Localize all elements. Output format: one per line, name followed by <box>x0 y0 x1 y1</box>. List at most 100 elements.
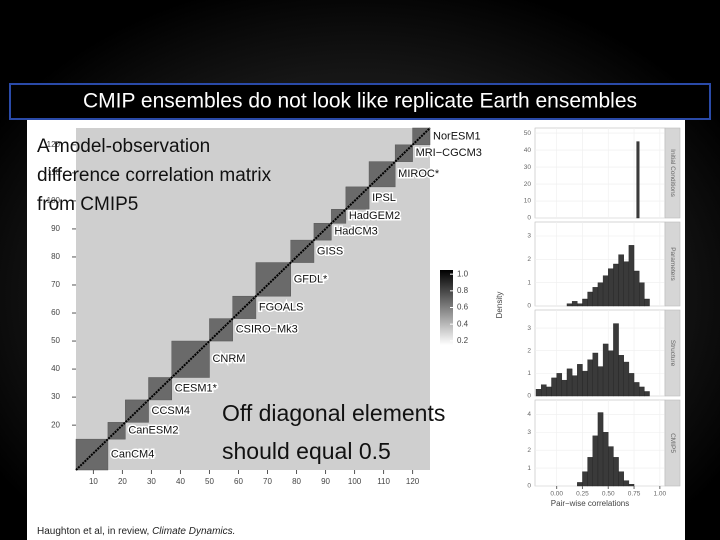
model-label: CanCM4 <box>111 448 154 460</box>
y-tick-label: 100 <box>47 196 61 205</box>
model-label: CCSM4 <box>152 405 191 417</box>
facet-label: Initial Conditions <box>669 149 676 197</box>
y-tick-label: 0 <box>527 215 531 222</box>
model-label: CESM1* <box>175 383 218 395</box>
histogram-bar <box>597 282 604 307</box>
y-tick-label: 4 <box>527 411 531 418</box>
histogram-bar <box>623 361 630 397</box>
histogram-bar <box>561 379 568 397</box>
y-tick-label: 20 <box>51 420 60 429</box>
histogram-bar <box>540 384 547 397</box>
model-block <box>107 422 126 440</box>
x-tick-label: 60 <box>234 477 243 486</box>
x-tick-label: 20 <box>118 477 127 486</box>
y-tick-label: 30 <box>524 164 532 171</box>
colorbar-label: 0.2 <box>457 336 469 345</box>
y-tick-label: 2 <box>527 447 531 454</box>
y-tick-label: 1 <box>527 370 531 377</box>
histogram-bar <box>608 268 614 307</box>
facet-panel <box>534 127 666 219</box>
histogram-bar <box>571 375 578 397</box>
model-label: CSIRO−Mk3 <box>236 324 298 336</box>
histogram-bar <box>571 301 578 307</box>
histogram-bar <box>633 270 640 307</box>
histogram-bar <box>566 303 573 307</box>
y-tick-label: 50 <box>524 130 532 137</box>
citation-journal: Climate Dynamics. <box>152 526 235 537</box>
histogram-bar <box>639 386 645 397</box>
y-tick-label: 3 <box>527 233 531 240</box>
model-label: GFDL* <box>294 273 328 285</box>
histogram-bar <box>577 364 583 397</box>
x-tick-label: 30 <box>147 477 156 486</box>
x-axis-title: Pair−wise correlations <box>551 499 629 508</box>
x-tick-label: 70 <box>263 477 272 486</box>
histogram-bar <box>618 471 624 487</box>
histogram-bar <box>618 254 624 307</box>
facet-label: Parameters <box>669 247 676 281</box>
histogram-bar <box>587 457 593 487</box>
model-label: IPSL <box>372 192 396 204</box>
citation: Haughton et al, in review, Climate Dynam… <box>37 526 235 537</box>
histogram-bar <box>592 352 599 397</box>
y-tick-label: 30 <box>51 392 60 401</box>
histogram-bar <box>577 482 583 487</box>
histogram-bar <box>644 298 650 307</box>
histogram-bar <box>639 282 645 307</box>
y-tick-label: 0 <box>527 393 531 400</box>
annotation: A model-observation <box>37 136 210 157</box>
histogram-bar <box>566 368 573 397</box>
y-tick-label: 0 <box>527 303 531 310</box>
y-tick-label: 40 <box>51 364 60 373</box>
histogram-bar <box>577 303 583 307</box>
colorbar-label: 1.0 <box>457 269 469 278</box>
model-label: NorESM1 <box>433 130 481 142</box>
y-tick-label: 1 <box>527 465 531 472</box>
y-tick-label: 40 <box>524 147 532 154</box>
histogram-bar <box>546 386 552 397</box>
y-tick-label: 3 <box>527 325 531 332</box>
y-tick-label: 90 <box>51 224 60 233</box>
y-tick-label: 120 <box>47 140 61 149</box>
y-tick-label: 1 <box>527 279 531 286</box>
y-tick-label: 50 <box>51 336 60 345</box>
model-label: CNRM <box>212 353 245 365</box>
x-tick-label: 50 <box>205 477 214 486</box>
y-tick-label: 3 <box>527 429 531 436</box>
x-tick-label: 0.00 <box>550 491 563 498</box>
model-label: HadGEM2 <box>349 210 400 222</box>
model-block <box>394 144 413 162</box>
facet-label: CMIP5 <box>669 433 676 453</box>
model-label: MIROC* <box>398 168 440 180</box>
citation-text: Haughton et al, in review, <box>37 526 152 537</box>
model-label: GISS <box>317 245 343 257</box>
histogram-bar <box>587 359 593 397</box>
y-tick-label: 10 <box>524 198 532 205</box>
histogram-bar <box>592 287 599 307</box>
facet-strip <box>664 127 681 219</box>
x-tick-label: 80 <box>292 477 301 486</box>
histogram-bar <box>608 446 614 487</box>
x-tick-label: 0.50 <box>602 491 615 498</box>
y-tick-label: 60 <box>51 308 60 317</box>
x-tick-label: 10 <box>89 477 98 486</box>
model-label: FGOALS <box>259 301 304 313</box>
y-tick-label: 0 <box>527 483 531 490</box>
histogram-bar <box>608 350 614 397</box>
histogram-bar <box>613 323 619 397</box>
histogram-bar <box>556 373 563 397</box>
histogram-bar <box>644 391 650 397</box>
histogram-bar <box>582 471 588 487</box>
histogram-bar <box>587 291 593 307</box>
model-label: CanESM2 <box>128 425 178 437</box>
histogram-bar <box>613 263 619 307</box>
histogram-bar <box>592 435 599 487</box>
x-tick-label: 0.75 <box>628 491 641 498</box>
slide-title: CMIP ensembles do not look like replicat… <box>83 90 637 113</box>
colorbar-label: 0.6 <box>457 303 469 312</box>
histogram-bar <box>636 141 640 219</box>
histogram-bar <box>623 261 630 307</box>
model-block <box>368 161 396 188</box>
facet-label: Structure <box>669 340 676 367</box>
